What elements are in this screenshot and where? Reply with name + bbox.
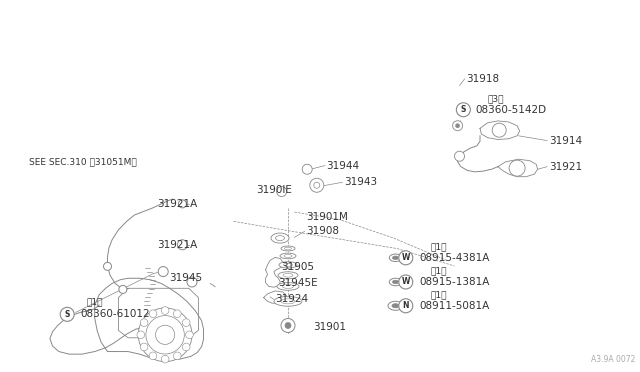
Text: 08915-4381A: 08915-4381A bbox=[419, 253, 490, 263]
Text: 08911-5081A: 08911-5081A bbox=[419, 301, 490, 311]
Circle shape bbox=[138, 308, 192, 362]
Circle shape bbox=[509, 160, 525, 176]
Ellipse shape bbox=[279, 262, 297, 268]
Circle shape bbox=[179, 200, 186, 208]
Ellipse shape bbox=[275, 235, 285, 241]
Text: 31914: 31914 bbox=[549, 136, 582, 145]
Ellipse shape bbox=[280, 253, 296, 259]
Text: 31905: 31905 bbox=[282, 262, 315, 272]
Circle shape bbox=[140, 343, 148, 351]
Ellipse shape bbox=[274, 296, 302, 306]
Ellipse shape bbox=[283, 273, 293, 277]
Circle shape bbox=[140, 319, 148, 327]
Circle shape bbox=[177, 240, 188, 250]
Text: （1）: （1） bbox=[86, 298, 103, 307]
Ellipse shape bbox=[278, 272, 298, 279]
Text: 31945E: 31945E bbox=[278, 279, 318, 288]
Ellipse shape bbox=[284, 254, 292, 257]
Text: 31908: 31908 bbox=[306, 226, 339, 235]
Text: 31924: 31924 bbox=[275, 295, 308, 304]
Ellipse shape bbox=[271, 233, 289, 243]
Ellipse shape bbox=[281, 246, 295, 251]
Text: 31921: 31921 bbox=[549, 162, 582, 171]
Circle shape bbox=[452, 121, 463, 131]
Ellipse shape bbox=[285, 247, 291, 250]
Ellipse shape bbox=[392, 304, 399, 308]
Text: 31918: 31918 bbox=[466, 74, 499, 84]
Circle shape bbox=[281, 318, 295, 333]
Circle shape bbox=[161, 355, 169, 363]
Text: 31945: 31945 bbox=[170, 273, 203, 283]
Text: 31943: 31943 bbox=[344, 177, 378, 187]
Text: （3）: （3） bbox=[488, 94, 504, 103]
Circle shape bbox=[149, 310, 157, 318]
Text: （1）: （1） bbox=[430, 242, 447, 251]
Circle shape bbox=[456, 124, 460, 128]
Circle shape bbox=[456, 103, 470, 117]
Circle shape bbox=[146, 315, 184, 354]
Circle shape bbox=[182, 319, 190, 327]
Ellipse shape bbox=[389, 254, 402, 262]
Circle shape bbox=[149, 352, 157, 360]
Ellipse shape bbox=[392, 280, 399, 284]
Circle shape bbox=[399, 299, 413, 313]
Ellipse shape bbox=[284, 263, 292, 266]
Circle shape bbox=[310, 178, 324, 192]
Ellipse shape bbox=[282, 285, 294, 288]
Ellipse shape bbox=[392, 256, 399, 260]
Circle shape bbox=[302, 164, 312, 174]
Circle shape bbox=[104, 262, 111, 270]
Text: S: S bbox=[65, 310, 70, 319]
Text: 3190IE: 3190IE bbox=[256, 185, 292, 195]
Text: A3.9A 0072: A3.9A 0072 bbox=[591, 355, 635, 364]
Text: 08360-61012: 08360-61012 bbox=[80, 310, 150, 319]
Text: 31921A: 31921A bbox=[157, 240, 197, 250]
Text: 31901M: 31901M bbox=[306, 212, 348, 221]
Text: 08360-5142D: 08360-5142D bbox=[475, 105, 546, 115]
Text: N: N bbox=[403, 301, 409, 310]
Ellipse shape bbox=[277, 283, 299, 290]
Circle shape bbox=[399, 251, 413, 265]
Text: 31901: 31901 bbox=[314, 323, 347, 332]
Circle shape bbox=[186, 331, 193, 339]
Text: （1）: （1） bbox=[430, 266, 447, 275]
Text: 31944: 31944 bbox=[326, 161, 360, 170]
Ellipse shape bbox=[388, 301, 403, 310]
Circle shape bbox=[187, 277, 197, 287]
Circle shape bbox=[182, 343, 190, 351]
Circle shape bbox=[314, 182, 320, 188]
Text: W: W bbox=[401, 253, 410, 262]
Circle shape bbox=[285, 323, 291, 328]
Text: 31921A: 31921A bbox=[157, 199, 197, 209]
Text: W: W bbox=[401, 278, 410, 286]
Circle shape bbox=[60, 307, 74, 321]
Ellipse shape bbox=[389, 278, 402, 286]
Circle shape bbox=[137, 331, 145, 339]
Circle shape bbox=[454, 151, 465, 161]
Circle shape bbox=[173, 310, 181, 318]
Text: S: S bbox=[461, 105, 466, 114]
Circle shape bbox=[492, 123, 506, 137]
Circle shape bbox=[119, 285, 127, 294]
Circle shape bbox=[276, 187, 287, 196]
Text: 08915-1381A: 08915-1381A bbox=[419, 277, 490, 287]
Circle shape bbox=[399, 275, 413, 289]
Circle shape bbox=[156, 325, 175, 344]
Text: （1）: （1） bbox=[430, 290, 447, 299]
Circle shape bbox=[173, 352, 181, 360]
Text: SEE SEC.310 （31051M）: SEE SEC.310 （31051M） bbox=[29, 157, 136, 166]
Ellipse shape bbox=[281, 299, 295, 304]
Circle shape bbox=[161, 307, 169, 314]
Circle shape bbox=[158, 267, 168, 276]
